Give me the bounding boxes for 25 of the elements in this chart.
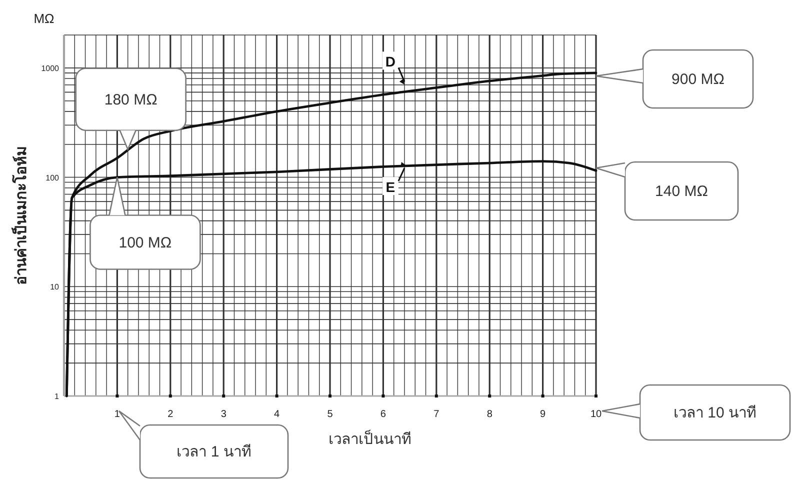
x-tick-label: 1: [114, 409, 120, 420]
x-tick-label: 9: [540, 409, 546, 420]
text: 900 MΩ: [672, 71, 724, 88]
legend-label: E: [386, 179, 396, 196]
x-tick-label: 6: [380, 409, 386, 420]
x-tick-label: 4: [274, 409, 280, 420]
y-tick-label: 1: [54, 392, 60, 401]
text: เวลา 10 นาที: [673, 404, 757, 422]
annotation: 180 MΩ: [104, 91, 158, 108]
x-tick-label: 8: [486, 409, 493, 420]
x-tick-label: 7: [434, 409, 440, 420]
text: 140 MΩ: [655, 183, 708, 200]
annotation: 100 MΩ: [118, 234, 172, 252]
y-tick-label: 10: [50, 282, 60, 292]
x-tick-label: 2: [168, 409, 174, 420]
text: เวลา 1 นาที: [176, 444, 252, 460]
y-tick-label: 100: [46, 173, 60, 182]
series-label: D: [385, 54, 396, 70]
x-axis-title: เวลาเป็นนาที: [328, 429, 412, 448]
y-axis-title: อ่านค่าเป็นเมกะโอห์ม: [11, 146, 30, 285]
text: MΩ: [34, 11, 55, 26]
x-tick-label: 5: [327, 409, 334, 420]
x-tick-label: 3: [220, 409, 227, 420]
x-tick-label: 10: [590, 409, 602, 420]
y-tick-label: 1000: [41, 64, 60, 73]
